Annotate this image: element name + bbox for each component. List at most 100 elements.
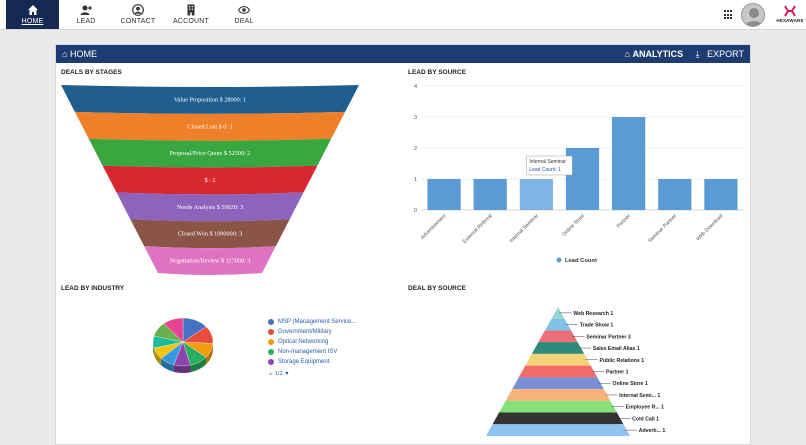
pyramid-level <box>512 377 604 390</box>
pyramid-level <box>538 330 578 343</box>
header-home-link[interactable]: ⌂ HOME <box>62 49 97 59</box>
add-user-icon <box>80 5 92 15</box>
funnel-stage <box>116 192 304 222</box>
legend-label: Storage Equipment <box>278 359 330 365</box>
funnel-stage <box>130 219 290 249</box>
y-tick-label: 2 <box>414 146 417 152</box>
funnel-stage <box>61 85 359 114</box>
legend-item[interactable]: MSP (Management Service... <box>268 317 356 327</box>
nav-lead[interactable]: LEAD <box>60 0 112 29</box>
brand-logo-text: HEXAWARE <box>776 18 804 23</box>
funnel-stage-label: Needs Analysis $ 59020: 3 <box>177 204 243 211</box>
bar <box>427 179 461 210</box>
nav-home[interactable]: HOME <box>6 0 59 29</box>
nav-contact-label: CONTACT <box>120 18 156 25</box>
legend-item[interactable]: Optical Networking <box>268 337 356 347</box>
nav-contact[interactable]: CONTACT <box>113 0 163 29</box>
pyramid-level-label: Employee R... 1 <box>626 405 664 411</box>
pyramid-level-label: Public Relations 1 <box>599 358 644 364</box>
nav-home-label: HOME <box>21 18 44 25</box>
deals-funnel-chart: Value Proposition $ 28000: 1 Closed Lost … <box>61 85 359 275</box>
dashboard-card: ⌂ HOME ⌂ ANALYTICS ⤓ EXPORT DEALS BY STA… <box>55 44 751 445</box>
legend-marker <box>268 359 274 365</box>
pie-slice-side <box>161 358 174 372</box>
y-tick-label: 3 <box>414 115 417 121</box>
y-tick-label: 1 <box>414 177 417 183</box>
funnel-stage-label: Proposal/Price Quote $ 52500: 2 <box>170 150 251 157</box>
export-label: EXPORT <box>707 49 744 59</box>
pyramid-level <box>486 424 630 436</box>
home-small-icon: ⌂ <box>62 49 68 59</box>
legend-marker <box>268 329 274 335</box>
apps-grid-icon[interactable] <box>724 10 734 20</box>
legend-marker <box>268 349 274 355</box>
pyramid-level-label: Internal Semi... 1 <box>619 393 660 399</box>
lead-industry-pie-chart <box>152 317 214 373</box>
pyramid-level-label: Seminar Partner 3 <box>586 334 631 340</box>
brand-logo: HEXAWARE <box>775 3 805 28</box>
pie-slice-side <box>173 364 191 373</box>
pie-slice <box>163 317 184 343</box>
pyramid-level-label: Adverti... 1 <box>639 428 666 434</box>
funnel-stage <box>102 165 318 195</box>
pyramid-level <box>544 318 572 331</box>
pie-slice-side <box>206 343 213 365</box>
pyramid-level <box>518 365 598 378</box>
legend-label: MSP (Management Service... <box>278 319 357 325</box>
tooltip-text: Lead Count: 1 <box>529 167 561 173</box>
tooltip-title: Internal Seminar <box>529 159 566 165</box>
bar <box>612 117 646 210</box>
tooltip-box <box>526 155 573 176</box>
bar <box>473 179 507 210</box>
analytics-label: ANALYTICS <box>632 49 684 59</box>
building-icon <box>187 4 195 16</box>
legend-item[interactable]: Non-management ISV <box>268 347 356 357</box>
pyramid-level <box>492 412 624 425</box>
hexaware-logo-icon <box>784 5 796 17</box>
legend-item[interactable]: Government/Military <box>268 327 356 337</box>
funnel-stage <box>144 246 276 275</box>
legend-label: Government/Military <box>278 329 332 335</box>
eye-icon <box>237 6 251 14</box>
export-button[interactable]: ⤓ EXPORT <box>691 49 744 59</box>
legend-prev-icon[interactable]: ▲ <box>268 371 274 377</box>
y-tick-label: 4 <box>414 84 417 90</box>
pyramid-level-label: Web Research 1 <box>573 311 613 317</box>
pyramid-level-label: Cold Call 1 <box>632 416 659 422</box>
nav-deal[interactable]: DEAL <box>219 0 269 29</box>
pyramid-level-label: Online Store 1 <box>613 381 648 387</box>
bar <box>519 179 553 210</box>
avatar[interactable] <box>741 3 765 27</box>
home-small-icon: ⌂ <box>624 49 630 59</box>
legend-item[interactable]: Storage Equipment <box>268 357 356 367</box>
funnel-stage-label: Closed Lost $ 0: 1 <box>187 123 232 130</box>
pyramid-level <box>525 353 591 366</box>
pyramid-level-label: Trade Show 1 <box>580 323 614 329</box>
pyramid-level <box>551 307 565 319</box>
download-icon: ⤓ <box>695 49 700 59</box>
panel-title-stages: DEALS BY STAGES <box>61 69 122 76</box>
legend-next-icon[interactable]: ▼ <box>284 371 290 377</box>
panel-title-industry: LEAD BY INDUSTRY <box>61 285 125 292</box>
funnel-stage <box>74 111 346 141</box>
funnel-stage-label: Value Proposition $ 28000: 1 <box>174 96 246 103</box>
user-circle-icon <box>132 4 144 16</box>
legend-pager[interactable]: ▲ 1/2 ▼ <box>268 371 290 377</box>
legend-label: Optical Networking <box>278 339 329 345</box>
nav-account[interactable]: ACCOUNT <box>165 0 217 29</box>
legend-page-number: 1/2 <box>274 371 283 377</box>
funnel-stage-label: Closed Won $ 1090000: 3 <box>178 231 242 238</box>
nav-account-label: ACCOUNT <box>172 18 209 25</box>
deal-source-pyramid-chart: Web Research 1 Trade Show 1 Seminar Partne… <box>486 307 666 436</box>
funnel-stage-label: Negotiation/Review $ 117000: 3 <box>170 258 251 265</box>
pie-slice-side <box>190 357 207 373</box>
panel-title-lead-source: LEAD BY SOURCE <box>408 69 467 76</box>
legend-marker <box>268 319 274 325</box>
legend-label: Non-management ISV <box>278 349 338 355</box>
panel-title-deal-source: DEAL BY SOURCE <box>408 285 466 292</box>
nav-deal-label: DEAL <box>234 18 254 25</box>
analytics-link[interactable]: ⌂ ANALYTICS <box>620 49 684 59</box>
card-header: ⌂ HOME ⌂ ANALYTICS ⤓ EXPORT <box>56 45 750 63</box>
header-home-label: HOME <box>69 49 97 59</box>
